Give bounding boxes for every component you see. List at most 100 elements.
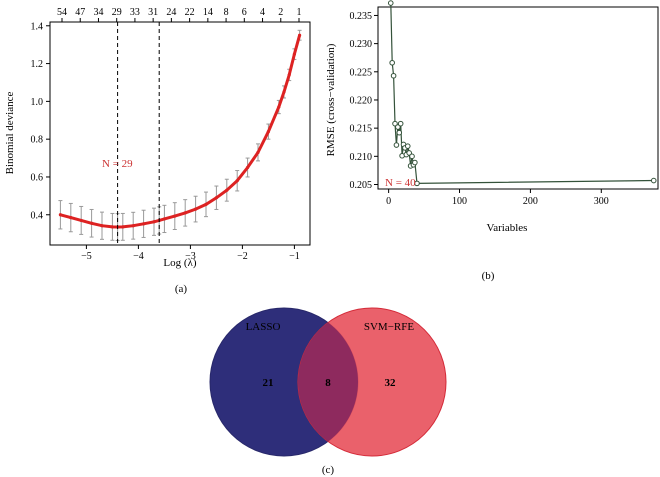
rmse-point (650, 177, 657, 184)
x-tick-label: −2 (237, 251, 248, 262)
panel-b-x-ticks: 0 100 200 300 (386, 189, 609, 207)
deviance-point (287, 73, 291, 77)
rmse-point (397, 120, 404, 127)
deviance-point (204, 202, 208, 206)
deviance-point (121, 225, 125, 229)
x-tick-label: 0 (386, 196, 391, 207)
deviance-point (277, 105, 281, 109)
y-tick-label: 1.2 (31, 59, 44, 70)
y-tick-label: 0.210 (350, 152, 373, 163)
top-tick-label: 33 (130, 7, 140, 18)
panel-b-plot-box (377, 6, 659, 190)
y-tick-label: 0.4 (31, 210, 44, 221)
venn-set-label-svm-rfe: SVM−RFE (364, 321, 415, 333)
deviance-point (100, 224, 104, 228)
top-tick-label: 22 (185, 7, 195, 18)
rmse-point (396, 129, 403, 136)
panel-b-x-label: Variables (487, 222, 528, 234)
deviance-point (90, 221, 94, 225)
y-tick-label: 0.230 (350, 39, 373, 50)
panel-b-y-label: RMSE (cross−validation) (325, 43, 337, 156)
top-tick-label: 34 (93, 7, 103, 18)
x-tick-label: −3 (185, 251, 196, 262)
top-tick-label: 1 (297, 7, 302, 18)
top-tick-label: 24 (166, 7, 176, 18)
y-tick-label: 1.4 (31, 21, 44, 32)
deviance-point (225, 188, 229, 192)
panel-c-label: (c) (322, 464, 335, 476)
y-tick-label: 0.8 (31, 135, 44, 146)
rmse-point (414, 180, 420, 187)
top-tick-label: 6 (242, 7, 247, 18)
deviance-point (183, 211, 187, 215)
y-tick-label: 0.225 (350, 67, 373, 78)
rmse-point (393, 142, 400, 148)
deviance-point (292, 52, 296, 56)
x-tick-label: 100 (452, 196, 467, 207)
panel-a-plot-box (49, 21, 311, 246)
panel-b-points (387, 0, 657, 187)
deviance-point (162, 217, 166, 221)
panel-b-annotation: N = 40 (385, 177, 416, 189)
venn-count-svm-rfe-only: 32 (385, 377, 397, 389)
panel-a-label: (a) (175, 283, 188, 295)
rmse-point (389, 59, 395, 66)
rmse-point (387, 0, 394, 6)
top-tick-label: 54 (57, 7, 67, 18)
top-tick-label: 14 (203, 7, 213, 18)
top-tick-label: 47 (75, 7, 85, 18)
y-tick-label: 0.205 (350, 180, 373, 191)
panel-b-y-ticks: 0.205 0.210 0.215 0.220 0.225 0.230 0.235 (350, 11, 378, 191)
deviance-point (235, 179, 239, 183)
deviance-point (214, 196, 218, 200)
venn-set-label-lasso: LASSO (246, 321, 281, 333)
y-tick-label: 0.215 (350, 124, 373, 135)
deviance-point (69, 215, 73, 220)
x-tick-label: −5 (81, 251, 92, 262)
deviance-point (131, 224, 135, 228)
top-tick-label: 31 (148, 7, 158, 18)
panel-a-deviance-curve (60, 34, 302, 229)
rmse-point (404, 143, 411, 149)
top-tick-label: 8 (224, 7, 229, 18)
venn-count-intersection: 8 (325, 377, 331, 389)
rmse-point (412, 159, 418, 166)
deviance-point (58, 213, 63, 217)
panel-a-y-ticks: 0.4 0.6 0.8 1.0 1.2 1.4 (31, 21, 50, 221)
panel-b-label: (b) (482, 270, 495, 282)
deviance-point (142, 222, 146, 226)
x-tick-label: 300 (594, 196, 609, 207)
deviance-point (110, 225, 114, 229)
deviance-point (246, 165, 250, 170)
venn-count-lasso-only: 21 (263, 377, 274, 389)
panel-b-rmse-curve (390, 3, 654, 185)
panel-c-venn: LASSO SVM−RFE 21 8 32 (c) (209, 307, 447, 476)
y-tick-label: 0.235 (350, 11, 373, 22)
panel-a-y-label: Binomial deviance (4, 91, 16, 174)
deviance-point (256, 150, 260, 154)
x-tick-label: 200 (523, 196, 538, 207)
deviance-point (266, 130, 270, 134)
rmse-point (409, 153, 415, 160)
panel-a-top-axis: 54 47 34 29 33 31 24 22 14 8 6 4 2 1 (57, 7, 302, 22)
deviance-point (152, 220, 156, 224)
panel-a-x-label: Log (λ) (163, 257, 196, 269)
y-tick-label: 1.0 (31, 97, 44, 108)
y-tick-label: 0.6 (31, 172, 44, 183)
panel-a-lambda-lines (117, 22, 160, 245)
venn-intersection-area (297, 322, 359, 442)
panel-a-annotation: N = 29 (102, 158, 133, 170)
rmse-point (390, 72, 397, 79)
panel-b-rfe-plot: 0 100 200 300 0.205 0.210 0.215 0.220 0.225 0.23… (325, 0, 659, 282)
deviance-point (173, 214, 177, 218)
y-tick-label: 0.220 (350, 95, 373, 106)
deviance-point (282, 90, 286, 94)
top-tick-label: 4 (260, 7, 265, 18)
panel-a-lasso-plot: −5 −4 −3 −2 −1 0.4 0.6 0.8 1.0 1.2 1.4 54 47 34 29 33… (4, 7, 311, 295)
x-tick-label: −1 (289, 251, 300, 262)
top-tick-label: 29 (112, 7, 122, 18)
top-tick-label: 2 (278, 7, 283, 18)
deviance-point (79, 218, 83, 223)
